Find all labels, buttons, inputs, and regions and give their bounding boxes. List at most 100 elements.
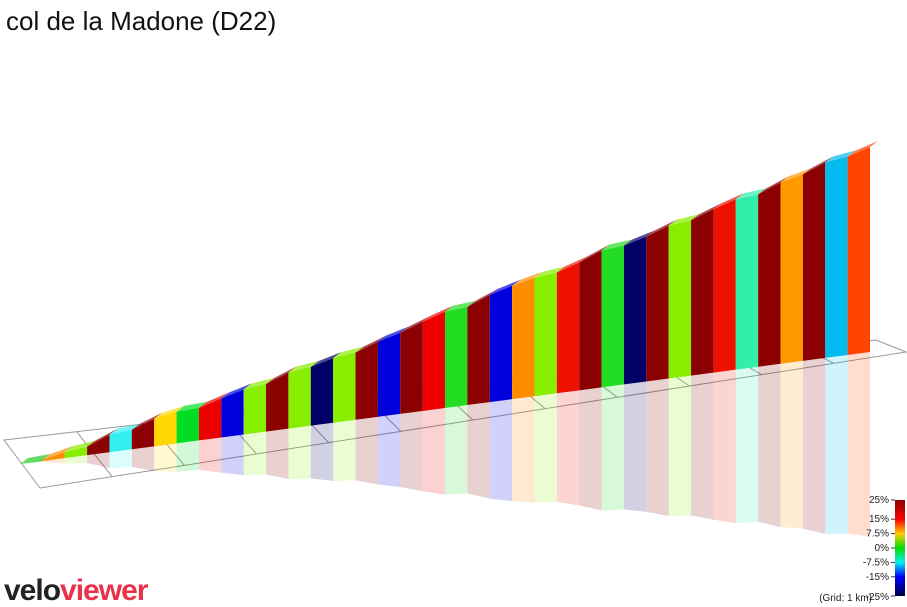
reflection (445, 405, 468, 495)
segment-top (802, 156, 834, 175)
segment (377, 332, 401, 417)
segment (176, 407, 199, 444)
segment (422, 311, 445, 411)
segment-top (243, 377, 275, 390)
segment (266, 372, 289, 432)
reflection (221, 434, 244, 476)
reflection (735, 366, 759, 524)
reflection (646, 378, 669, 517)
segment-top (691, 203, 722, 221)
segment (601, 245, 624, 388)
reflection (489, 399, 513, 502)
reflection (802, 357, 826, 534)
segment-top (288, 361, 319, 373)
segment (20, 460, 43, 464)
segment (780, 174, 803, 364)
logo-part: velo (4, 574, 61, 607)
logo-part: viewer (60, 574, 149, 607)
reflection (758, 363, 781, 528)
segment-top (668, 214, 700, 226)
logo: veloviewer (4, 574, 149, 607)
segment-top (646, 219, 677, 237)
reflection (780, 360, 803, 529)
segment-top (20, 454, 51, 464)
segment-top (42, 446, 73, 461)
segment-top (109, 423, 140, 435)
segment (64, 446, 88, 459)
segment-top (713, 193, 744, 210)
segment-top (400, 315, 431, 333)
reflection (355, 416, 378, 485)
segment-top (377, 326, 409, 342)
segment-top (780, 168, 811, 183)
segment (758, 182, 781, 367)
segment-top (534, 266, 565, 278)
profile (20, 141, 878, 537)
segment-top (64, 440, 96, 453)
segment (735, 194, 759, 370)
segment-top (355, 335, 386, 353)
reflection (87, 452, 110, 468)
segment-top (489, 279, 521, 295)
segment (198, 398, 222, 441)
segment (534, 272, 557, 397)
segment (802, 162, 826, 361)
segment (825, 156, 848, 358)
reflection (467, 402, 490, 499)
segment-top (556, 256, 588, 273)
segment (579, 250, 602, 391)
segment (668, 220, 692, 379)
reflection (198, 437, 222, 473)
reflection (691, 372, 714, 520)
reflection (534, 393, 557, 503)
colorbar-label: -25% (866, 592, 889, 603)
reflection (288, 425, 311, 480)
chart-title: col de la Madone (D22) (6, 6, 276, 36)
colorbar-label: 25% (869, 495, 889, 506)
reflection (333, 419, 356, 481)
segment (87, 434, 110, 456)
segment (154, 411, 177, 447)
reflection (176, 440, 199, 472)
segment-top (333, 346, 364, 359)
segment-top (579, 244, 610, 263)
reflection (623, 381, 647, 512)
reflection (668, 375, 692, 517)
segment-top (176, 401, 207, 412)
colorbar-label: -7.5% (863, 557, 889, 568)
segment (847, 147, 870, 355)
reflection (847, 352, 870, 537)
segment (221, 389, 244, 438)
reflection (512, 396, 535, 503)
segment (646, 225, 669, 382)
segment-top (512, 271, 543, 286)
reflection (131, 446, 155, 472)
reflection (243, 431, 267, 476)
reflection (556, 390, 580, 506)
reflection (266, 428, 289, 480)
reflection (400, 410, 423, 492)
reflection (825, 354, 848, 534)
colorbar-label: 15% (869, 514, 889, 525)
segment (445, 306, 468, 408)
segment-top (198, 392, 230, 408)
reflection (377, 413, 401, 487)
reflection (422, 408, 445, 495)
segment-top (131, 412, 163, 430)
segment-top (467, 288, 498, 307)
segment (512, 277, 535, 400)
reflection (64, 455, 88, 464)
segment-top (266, 366, 297, 384)
reflection (154, 443, 177, 472)
segment-top (847, 141, 878, 157)
reflection (601, 384, 624, 511)
segment (623, 236, 647, 385)
segment-top (422, 305, 453, 322)
segment (467, 294, 490, 406)
reflection (42, 458, 65, 464)
segment (713, 199, 736, 373)
colorbar-label: -15% (866, 572, 889, 583)
reflection (579, 387, 602, 511)
segment-top (221, 383, 252, 399)
